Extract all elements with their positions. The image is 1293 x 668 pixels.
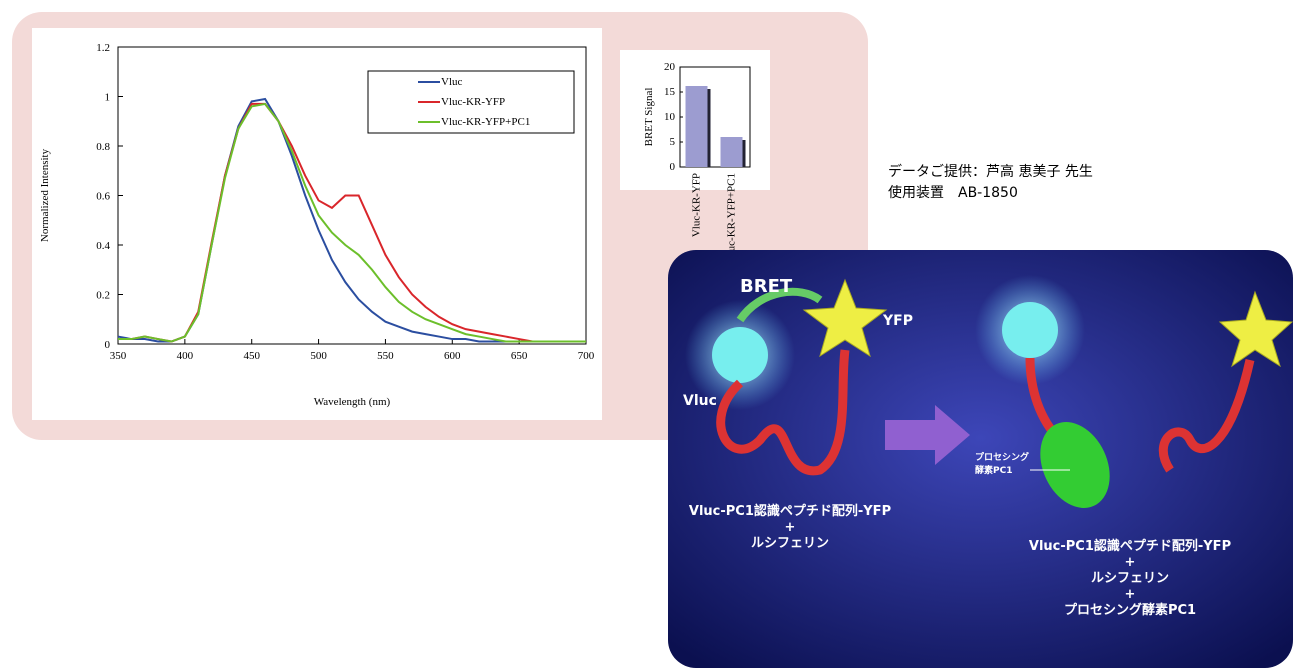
legend-label: Vluc xyxy=(441,76,463,88)
vluc xyxy=(712,327,768,383)
x-tick-label: Vluc-KR-YFP xyxy=(691,173,703,237)
label: Vluc xyxy=(683,393,717,409)
bar xyxy=(720,137,743,167)
y-tick-label: 0.8 xyxy=(96,141,110,153)
x-tick-label: 550 xyxy=(377,350,394,362)
y-tick-label: 0 xyxy=(105,339,111,351)
y-tick-label: 0.6 xyxy=(96,191,110,203)
caption: Vluc-PC1認識ペプチド配列-YFP xyxy=(689,503,891,519)
yfp xyxy=(1218,290,1293,368)
label: YFP xyxy=(882,313,913,329)
diagram: BRET YFP Vluc プロセシング 酵素PC1 Vluc-PC1認識ペプチ… xyxy=(668,250,1293,668)
caption: ルシフェリン xyxy=(1091,571,1169,586)
y-tick-label: 1.2 xyxy=(96,42,110,54)
x-tick-label: 400 xyxy=(177,350,194,362)
caption: プロセシング酵素PC1 xyxy=(1064,602,1196,618)
y-tick-label: 20 xyxy=(664,61,676,73)
x-tick-label: 700 xyxy=(578,350,595,362)
legend-label: Vluc-KR-YFP xyxy=(441,96,505,108)
x-tick-label: 650 xyxy=(511,350,528,362)
legend xyxy=(367,70,575,134)
y-axis-label: Normalized Intensity xyxy=(39,148,51,242)
credit: データご提供：芦高 恵美子 先生 xyxy=(888,163,1093,180)
label: BRET xyxy=(740,276,793,297)
x-tick-label: 350 xyxy=(110,350,127,362)
y-tick-label: 1 xyxy=(105,92,111,104)
legend-label: Vluc-KR-YFP+PC1 xyxy=(441,116,530,128)
yfp xyxy=(802,278,888,358)
y-tick-label: 0 xyxy=(670,161,676,173)
y-tick-label: 10 xyxy=(664,111,676,123)
x-tick-label: Vluc-KR-YFP+PC1 xyxy=(726,173,738,262)
diagram-bg xyxy=(668,250,1293,668)
line xyxy=(118,102,586,343)
x-tick-label: 500 xyxy=(310,350,327,362)
bret-arrow xyxy=(736,287,823,323)
y-tick-label: 0.4 xyxy=(96,240,110,252)
arrow xyxy=(885,405,970,465)
caption: ルシフェリン xyxy=(751,536,829,551)
y-tick-label: 0.2 xyxy=(96,290,110,302)
caption: + xyxy=(1125,555,1136,570)
label: プロセシング xyxy=(975,451,1029,463)
caption: Vluc-PC1認識ペプチド配列-YFP xyxy=(1029,538,1231,554)
peptide xyxy=(716,349,850,476)
y-tick-label: 5 xyxy=(670,136,676,148)
peptide xyxy=(1158,359,1255,473)
pc1 xyxy=(1040,422,1110,508)
credit: 使用装置 AB-1850 xyxy=(888,184,1018,201)
x-tick-label: 450 xyxy=(243,350,260,362)
label: 酵素PC1 xyxy=(975,464,1012,476)
x-tick-label: 600 xyxy=(444,350,461,362)
x-axis-label: Wavelength (nm) xyxy=(314,396,391,408)
vluc xyxy=(1002,302,1058,358)
caption: + xyxy=(1125,587,1136,602)
line xyxy=(118,102,586,343)
y-tick-label: 15 xyxy=(664,86,676,98)
bar xyxy=(685,86,708,167)
y-axis-label: BRET Signal xyxy=(643,88,655,147)
caption: + xyxy=(785,520,796,535)
